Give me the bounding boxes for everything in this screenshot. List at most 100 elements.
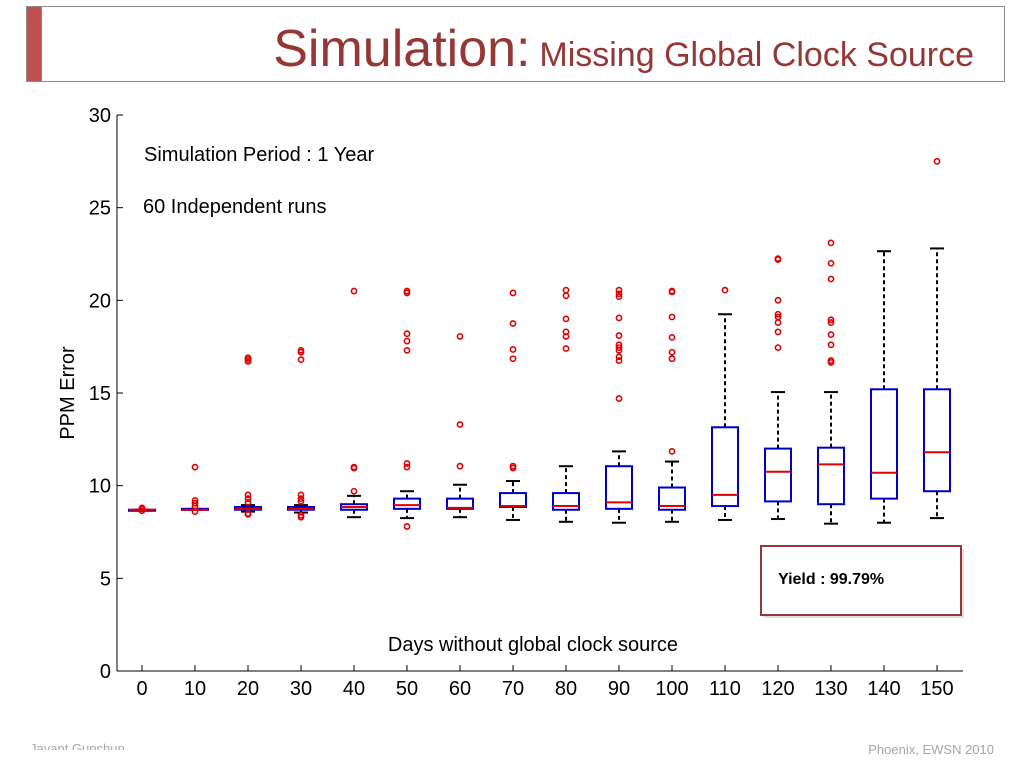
outlier-point	[615, 353, 623, 361]
y-tick-label: 30	[89, 105, 111, 127]
x-tick-label: 10	[184, 678, 206, 700]
box-iqr	[923, 388, 951, 493]
outlier-point	[562, 292, 570, 300]
outlier-point	[297, 356, 305, 364]
slide-title: Simulation: Missing Global Clock Source	[273, 19, 974, 79]
outlier-point	[509, 320, 517, 327]
x-tick-label: 90	[608, 678, 630, 700]
outlier-point	[668, 333, 676, 341]
outlier-point	[774, 256, 782, 263]
box-iqr	[870, 388, 898, 500]
outlier-point	[456, 462, 464, 470]
outlier-point	[244, 358, 252, 365]
outlier-point	[827, 359, 835, 366]
outlier-point	[615, 395, 623, 402]
y-axis-label: PPM Error	[57, 346, 79, 440]
outlier-point	[827, 259, 835, 267]
footer-author: Jayant Gupchup	[30, 741, 125, 750]
outlier-point	[350, 464, 358, 472]
outlier-point	[350, 287, 358, 295]
x-tick-label: 50	[396, 678, 418, 700]
outlier-point	[403, 330, 411, 338]
outlier-point	[456, 333, 464, 340]
title-accent-bar	[26, 6, 42, 82]
box-iqr	[764, 447, 792, 503]
y-tick-label: 0	[100, 661, 111, 683]
outlier-point	[774, 296, 782, 304]
x-tick-label: 150	[920, 678, 953, 700]
x-tick-label: 80	[555, 678, 577, 700]
outlier-point	[668, 447, 676, 455]
outlier-point	[774, 310, 782, 318]
outlier-point	[827, 316, 835, 324]
x-tick-label: 60	[449, 678, 471, 700]
outlier-point	[668, 313, 676, 321]
title-frame: Simulation: Missing Global Clock Source	[41, 6, 1005, 82]
x-tick-label: 20	[237, 678, 259, 700]
outlier-point	[668, 348, 676, 356]
y-tick-label: 15	[89, 383, 111, 405]
y-tick-label: 5	[100, 568, 111, 590]
x-tick-label: 110	[709, 678, 741, 700]
outlier-point	[403, 289, 411, 297]
outlier-point	[562, 333, 570, 340]
outlier-point	[403, 337, 411, 345]
outlier-point	[562, 345, 570, 352]
outlier-point	[403, 463, 411, 471]
outlier-point	[615, 293, 623, 301]
outlier-point	[827, 341, 835, 349]
outlier-point	[456, 421, 464, 428]
y-tick-label: 10	[89, 476, 111, 498]
outlier-point	[244, 491, 252, 499]
outlier-point	[615, 346, 623, 354]
slide-title-subtitle: Missing Global Clock Source	[539, 36, 974, 74]
outlier-point	[615, 290, 623, 298]
outlier-point	[350, 487, 358, 495]
outlier-point	[774, 344, 782, 351]
box-iqr	[393, 497, 421, 510]
annotation-period: Simulation Period : 1 Year	[144, 144, 374, 166]
y-tick-label: 20	[89, 290, 111, 312]
box-iqr	[711, 426, 739, 508]
outlier-point	[615, 314, 623, 322]
outlier-point	[827, 319, 835, 326]
footer-venue: Phoenix, EWSN 2010	[868, 744, 994, 756]
box-iqr	[658, 486, 686, 511]
x-tick-label: 70	[502, 678, 524, 700]
outlier-point	[297, 513, 305, 521]
outlier-point	[615, 286, 623, 294]
outlier-point	[562, 315, 570, 323]
outlier-point	[933, 157, 941, 165]
outlier-point	[297, 498, 305, 505]
outlier-point	[403, 460, 411, 467]
outlier-point	[244, 498, 252, 506]
yield-box	[760, 545, 962, 616]
outlier-point	[827, 239, 835, 247]
outlier-point	[668, 355, 676, 363]
x-tick-label: 120	[761, 678, 794, 700]
outlier-point	[615, 332, 623, 339]
outlier-point	[509, 355, 517, 363]
outlier-point	[615, 344, 623, 351]
outlier-point	[244, 510, 252, 518]
outlier-point	[721, 286, 729, 294]
x-tick-label: 40	[343, 678, 365, 700]
x-tick-label: 100	[655, 678, 688, 700]
outlier-point	[297, 491, 305, 499]
box-iqr	[605, 465, 633, 510]
boxplot-chart: 0 5 10 15 20 25 30 0 10 20 30 40 50 60 70 80 90 100 110 120…	[57, 105, 964, 700]
outlier-point	[509, 464, 517, 472]
outlier-point	[244, 495, 252, 503]
outlier-point	[191, 463, 199, 471]
outlier-point	[297, 348, 305, 356]
outlier-point	[403, 346, 411, 354]
annotation-runs: 60 Independent runs	[143, 196, 327, 218]
outlier-point	[827, 275, 835, 283]
x-tick-label: 30	[290, 678, 312, 700]
outlier-point	[138, 507, 146, 515]
outlier-point	[668, 288, 676, 296]
y-tick-label: 25	[89, 198, 111, 220]
outlier-point	[562, 286, 570, 294]
outlier-point	[297, 495, 305, 503]
yield-label: Yield : 99.79%	[778, 571, 884, 588]
